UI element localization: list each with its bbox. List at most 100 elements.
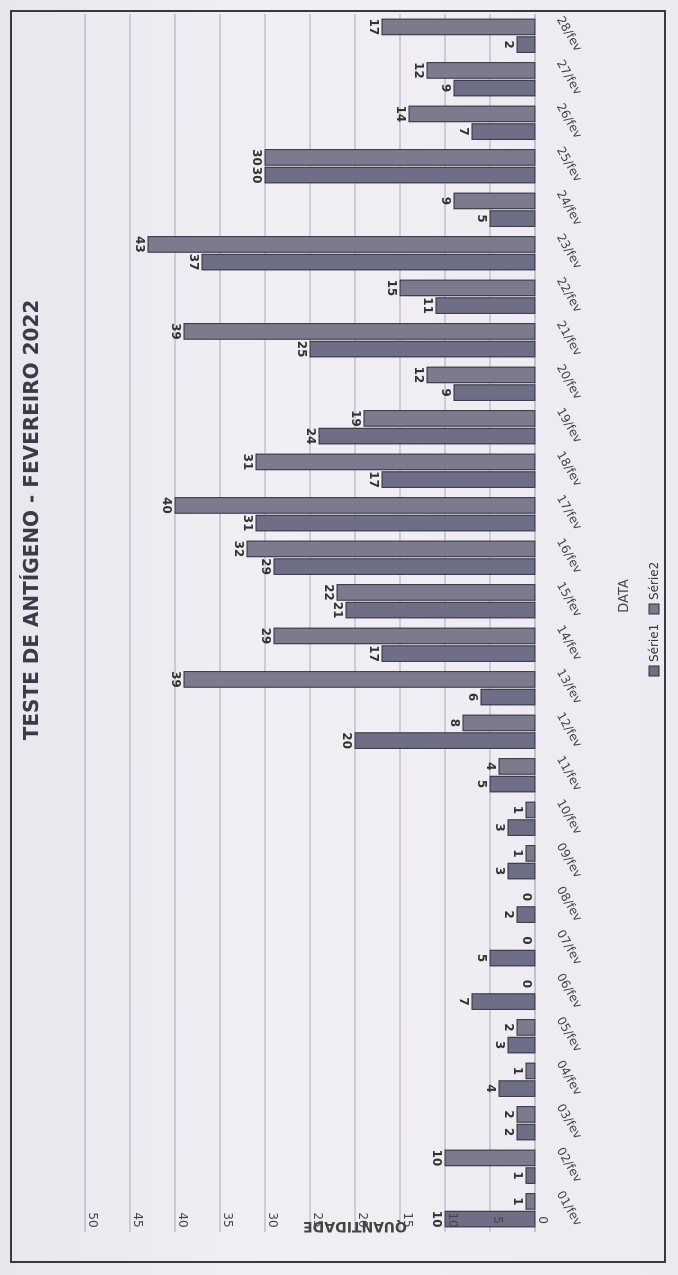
data-label: 8 [448,719,462,727]
serie2-bar [525,1193,536,1210]
x-tick-label: 14/fev [554,623,585,663]
data-label: 10 [430,1211,444,1228]
x-tick-label: 28/fev [554,14,585,54]
data-label: 29 [259,628,273,645]
serie1-bar [381,645,536,662]
data-label: 20 [340,732,354,749]
serie2-bar [273,627,536,645]
data-label: 7 [457,127,471,135]
x-tick-label: 15/fev [554,579,585,619]
data-label: 40 [160,497,174,514]
data-label: 9 [439,84,453,92]
serie1-bar [354,732,536,749]
data-label: 43 [133,236,147,253]
data-label: 0 [520,980,534,988]
serie2-bar [399,279,536,297]
serie1-bar [525,1167,536,1184]
serie1-bar [435,297,536,314]
serie1-bar [507,1036,536,1054]
data-label: 17 [367,645,381,662]
x-tick-label: 22/fev [554,275,585,315]
x-tick-label: 11/fev [554,753,585,793]
x-tick-label: 13/fev [554,666,585,706]
y-tick-label: 50 [86,1212,100,1227]
y-tick-label: 35 [221,1212,235,1227]
serie1-bar [345,601,536,619]
data-label: 37 [187,254,201,271]
chart-frame [10,10,666,1263]
data-label: 17 [367,471,381,488]
chart-title: TESTE DE ANTÍGENO - FEVEREIRO 2022 [19,300,43,741]
data-label: 6 [466,693,480,701]
serie1-bar [381,471,536,488]
serie2-bar [255,453,536,471]
data-label: 2 [502,910,516,918]
legend-label-serie1: Série1 [647,624,661,662]
serie2-bar [246,540,536,558]
serie2-bar [336,584,536,601]
y-tick-label: 25 [311,1212,325,1227]
x-tick-label: 23/fev [554,231,585,271]
data-label: 14 [394,106,408,123]
serie2-bar [426,366,536,384]
x-tick-label: 19/fev [554,405,585,445]
serie1-bar [498,1080,536,1097]
data-label: 21 [331,602,345,619]
serie2-bar [525,801,536,819]
data-label: 3 [493,823,507,831]
legend-label-serie2: Série2 [647,562,661,600]
data-label: 1 [511,849,525,857]
data-label: 5 [475,954,489,962]
data-label: 1 [511,1197,525,1205]
x-tick-label: 06/fev [554,971,585,1011]
serie1-bar [471,123,536,140]
serie2-bar [183,323,536,340]
data-label: 1 [511,1067,525,1075]
x-tick-label: 16/fev [554,536,585,576]
serie2-bar [525,845,536,862]
serie1-bar [444,1210,536,1228]
serie2-bar [408,105,536,123]
y-axis-label: QUANTIDADE [303,1218,407,1234]
serie1-bar [264,166,536,184]
serie2-bar [498,758,536,775]
data-label: 22 [322,584,336,601]
x-tick-label: 12/fev [554,710,585,750]
data-label: 19 [349,410,363,427]
serie2-bar [174,497,536,514]
data-label: 2 [502,1128,516,1136]
serie1-bar [309,340,536,358]
data-label: 0 [520,893,534,901]
serie1-bar [318,427,536,445]
data-label: 4 [484,1084,498,1092]
x-tick-label: 10/fev [554,797,585,837]
x-tick-label: 03/fev [554,1101,585,1141]
data-label: 4 [484,762,498,770]
y-tick-label: 40 [176,1212,190,1227]
y-tick-label: 20 [356,1212,370,1227]
x-tick-label: 04/fev [554,1058,585,1098]
x-tick-label: 21/fev [554,318,585,358]
serie1-bar [516,906,536,923]
serie2-bar [363,410,536,427]
serie2-bar [426,62,536,79]
serie1-bar [489,775,536,793]
serie1-bar [453,384,536,401]
data-label: 12 [412,367,426,384]
data-label: 25 [295,341,309,358]
serie2-bar [453,192,536,210]
serie1-bar [255,514,536,532]
data-label: 7 [457,997,471,1005]
x-tick-label: 02/fev [554,1145,585,1185]
data-label: 2 [502,1110,516,1118]
x-tick-label: 25/fev [554,144,585,184]
y-tick-label: 45 [131,1212,145,1227]
data-label: 2 [502,1023,516,1031]
serie1-bar [489,210,536,227]
data-label: 15 [385,280,399,297]
y-tick-label: 10 [446,1212,460,1227]
serie2-bar [147,236,536,253]
x-tick-label: 07/fev [554,927,585,967]
